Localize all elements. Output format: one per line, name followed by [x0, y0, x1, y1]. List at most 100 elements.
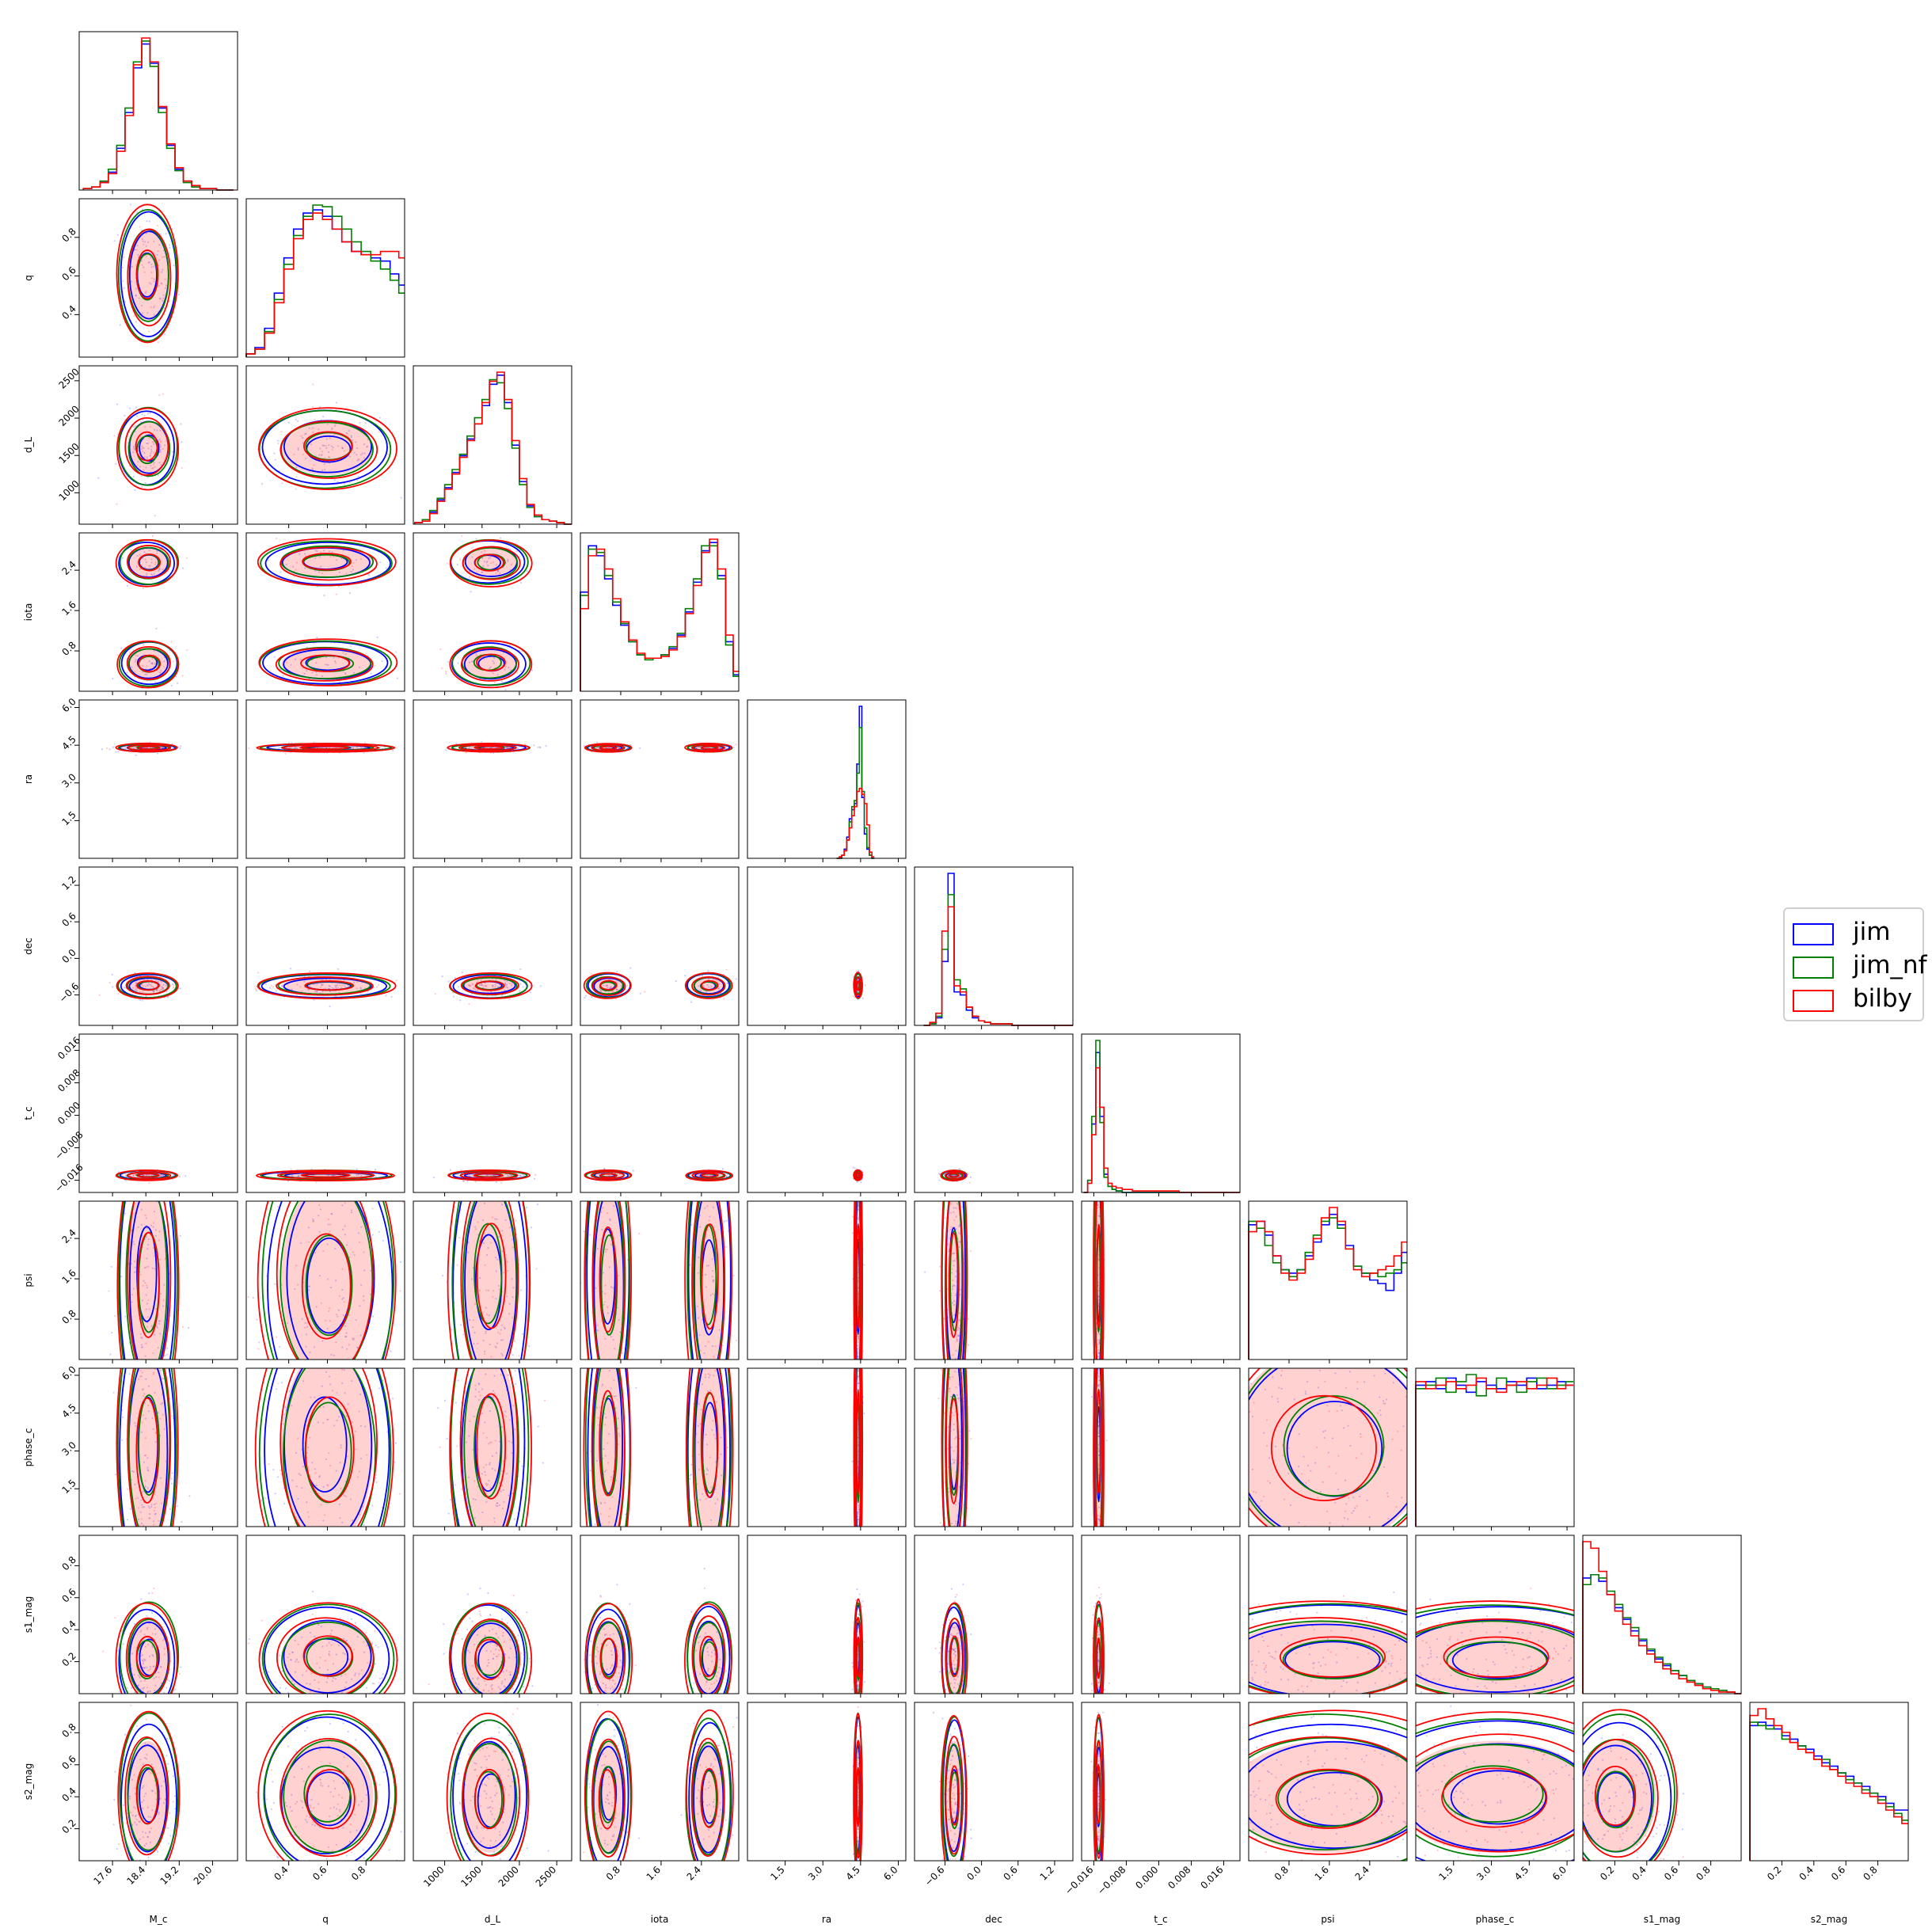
xtick-m-c: 17.6	[91, 1864, 114, 1887]
panel-ra	[747, 699, 907, 862]
density-panel-psi-vs-d-l	[441, 1201, 539, 1360]
xtick-phase-c: 4.5	[1512, 1864, 1531, 1882]
panel-iota-vs-m-c: 0.8 1.6 2.4 iota	[23, 532, 238, 695]
panel-phase-c-vs-m-c: 1.5 3.0 4.5 6.0 phase_c	[23, 1363, 238, 1531]
density-panel-phase-c-vs-psi	[1249, 1368, 1407, 1527]
frame-panel-phase-c-vs-m-c	[78, 1367, 238, 1527]
ytick-d-l: 1000	[56, 478, 81, 503]
xtick-dec: −0.6	[922, 1864, 947, 1888]
density-panel-d-l-vs-q	[257, 383, 402, 499]
xtick-t-c: 0.000	[1133, 1864, 1160, 1891]
xtick-ra: 4.5	[844, 1864, 862, 1882]
density-panel-phase-c-vs-t-c	[1090, 1368, 1108, 1527]
panel-iota-vs-q	[245, 532, 405, 695]
frame-panel-iota-vs-m-c	[78, 532, 238, 692]
panel-s2-mag-vs-phase-c: 1.5 3.0 4.5 6.0 phase_c	[1415, 1702, 1575, 1925]
frame-panel-s1-mag-vs-iota	[580, 1535, 740, 1694]
frame-panel-iota	[580, 532, 740, 692]
hist-dec-jim-nf	[923, 894, 1073, 1026]
hist-q-bilby	[245, 212, 405, 357]
frame-panel-s2-mag-vs-s1-mag	[1582, 1702, 1742, 1862]
xtick-d-l: 2500	[534, 1864, 558, 1888]
panel-iota-vs-d-l	[413, 532, 572, 695]
ytick-dec: 0.6	[59, 911, 78, 929]
hist-psi-bilby	[1248, 1207, 1407, 1360]
frame-panel-ra-vs-d-l	[413, 699, 572, 859]
panel-s1-mag-vs-d-l	[413, 1535, 572, 1698]
frame-panel-t-c-vs-m-c	[78, 1033, 238, 1193]
frame-panel-q	[245, 198, 405, 358]
panel-s2-mag: 0.2 0.4 0.6 0.8 s2_mag	[1749, 1702, 1909, 1925]
panel-dec-vs-d-l	[413, 866, 572, 1029]
density-panel-t-c-vs-dec	[938, 1167, 972, 1184]
xlabel-m-c: M_c	[150, 1914, 168, 1925]
panel-s2-mag-vs-t-c: −0.016 −0.008 0.000 0.008 0.016 t_c	[1063, 1702, 1241, 1925]
xtick-iota: 0.8	[604, 1864, 622, 1882]
frame-panel-s2-mag-vs-dec	[914, 1702, 1074, 1862]
xtick-iota: 2.4	[685, 1864, 703, 1882]
density-panel-iota-vs-q	[257, 538, 399, 686]
density-panel-dec-vs-ra	[852, 970, 866, 1001]
legend-label-jim-nf: jim_nf	[1853, 951, 1927, 979]
xtick-s2-mag: 0.2	[1765, 1864, 1783, 1882]
ytick-s1-mag: 0.6	[59, 1586, 78, 1604]
hist-d-l-bilby	[414, 371, 572, 525]
panel-phase-c-vs-ra	[747, 1367, 907, 1531]
frame-panel-phase-c	[1415, 1367, 1575, 1527]
density-panel-phase-c-vs-m-c	[112, 1368, 191, 1527]
xtick-t-c: −0.016	[1063, 1864, 1095, 1896]
xlabel-iota: iota	[651, 1914, 669, 1925]
panel-s1-mag-vs-m-c: 0.2 0.4 0.6 0.8 s1_mag	[23, 1535, 238, 1698]
ytick-phase-c: 3.0	[59, 1439, 78, 1458]
frame-panel-ra-vs-iota	[580, 699, 740, 859]
frame-panel-t-c-vs-dec	[914, 1033, 1074, 1193]
xtick-m-c: 18.4	[125, 1864, 148, 1887]
panel-ra-vs-iota	[580, 699, 740, 862]
xlabel-q: q	[322, 1914, 329, 1925]
ytick-t-c: 0.000	[55, 1100, 82, 1127]
ytick-q: 0.4	[59, 303, 78, 321]
hist-dec-bilby	[923, 906, 1073, 1026]
density-panel-iota-vs-m-c	[112, 535, 188, 690]
ytick-d-l: 2500	[56, 366, 81, 390]
frame-panel-s1-mag-vs-psi	[1248, 1535, 1408, 1694]
ytick-s1-mag: 0.2	[59, 1650, 78, 1668]
xtick-q: 0.6	[310, 1864, 329, 1882]
hist-d-l-jim-nf	[414, 378, 572, 525]
frame-panel-t-c-vs-iota	[580, 1033, 740, 1193]
hist-phase-c-jim	[1415, 1377, 1574, 1527]
frame-panel-t-c-vs-q	[245, 1033, 405, 1193]
panel-psi-vs-ra	[747, 1200, 907, 1363]
frame-panel-ra	[747, 699, 907, 859]
panel-dec-vs-ra	[747, 866, 907, 1029]
density-panel-dec-vs-q	[254, 968, 397, 1008]
panel-t-c-vs-dec	[914, 1033, 1074, 1196]
panel-ra-vs-m-c: 1.5 3.0 4.5 6.0 ra	[23, 696, 238, 862]
hist-q-jim-nf	[245, 204, 405, 357]
density-panel-s1-mag-vs-t-c	[1090, 1586, 1110, 1694]
xtick-q: 0.8	[349, 1864, 367, 1882]
density-panel-s1-mag-vs-psi	[1249, 1591, 1407, 1694]
density-panel-t-c-vs-m-c	[115, 1169, 187, 1185]
ytick-d-l: 2000	[56, 403, 81, 428]
ytick-s2-mag: 0.4	[59, 1786, 78, 1804]
panel-dec-vs-q	[245, 866, 405, 1029]
hist-t-c-bilby	[1083, 1067, 1240, 1193]
panel-s2-mag-vs-m-c: 17.6 18.4 19.2 20.0 M_c 0.2 0.4 0.6 0.8 s2_mag	[23, 1702, 238, 1925]
ytick-q: 0.6	[59, 264, 78, 283]
ytick-iota: 2.4	[59, 559, 78, 577]
density-panel-t-c-vs-iota	[584, 1168, 734, 1182]
frame-panel-dec-vs-d-l	[413, 866, 572, 1026]
density-panel-psi-vs-m-c	[108, 1201, 190, 1360]
density-panel-psi-vs-dec	[923, 1201, 972, 1360]
xlabel-phase-c: phase_c	[1476, 1914, 1515, 1925]
frame-panel-s2-mag-vs-m-c	[78, 1702, 238, 1862]
panel-phase-c-vs-psi	[1248, 1367, 1408, 1531]
density-panel-s1-mag-vs-dec	[934, 1583, 972, 1694]
panel-d-l-vs-m-c: 1000 1500 2000 2500 d_L	[23, 365, 238, 528]
hist-q-jim	[245, 209, 405, 357]
density-panel-s1-mag-vs-q	[247, 1590, 399, 1694]
panel-psi-vs-m-c: 0.8 1.6 2.4 psi	[23, 1200, 238, 1363]
xtick-dec: 0.0	[964, 1864, 983, 1882]
